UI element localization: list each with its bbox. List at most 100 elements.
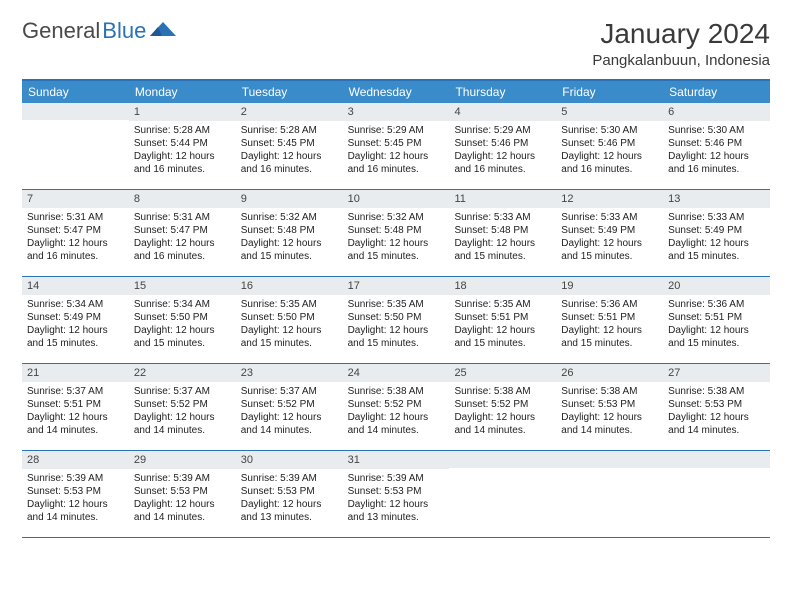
sunset-line: Sunset: 5:53 PM [241,485,338,498]
calendar-cell: 28Sunrise: 5:39 AMSunset: 5:53 PMDayligh… [22,451,129,537]
day-body: Sunrise: 5:29 AMSunset: 5:45 PMDaylight:… [343,121,450,182]
sunset-line: Sunset: 5:46 PM [668,137,765,150]
sunset-line: Sunset: 5:51 PM [454,311,551,324]
sunrise-line: Sunrise: 5:32 AM [348,211,445,224]
sunrise-line: Sunrise: 5:32 AM [241,211,338,224]
sunset-line: Sunset: 5:50 PM [241,311,338,324]
sunset-line: Sunset: 5:53 PM [561,398,658,411]
day-body: Sunrise: 5:39 AMSunset: 5:53 PMDaylight:… [343,469,450,530]
day-body: Sunrise: 5:35 AMSunset: 5:50 PMDaylight:… [343,295,450,356]
logo-text-blue: Blue [102,18,146,44]
sunrise-line: Sunrise: 5:29 AM [454,124,551,137]
daylight-line: Daylight: 12 hours and 15 minutes. [241,324,338,350]
day-body: Sunrise: 5:28 AMSunset: 5:45 PMDaylight:… [236,121,343,182]
daylight-line: Daylight: 12 hours and 14 minutes. [668,411,765,437]
sunset-line: Sunset: 5:51 PM [668,311,765,324]
month-title: January 2024 [592,18,770,50]
calendar-cell: 25Sunrise: 5:38 AMSunset: 5:52 PMDayligh… [449,364,556,450]
calendar-cell [556,451,663,537]
day-number: 20 [663,277,770,295]
daylight-line: Daylight: 12 hours and 16 minutes. [454,150,551,176]
sunset-line: Sunset: 5:53 PM [668,398,765,411]
logo: GeneralBlue [22,18,176,44]
sunset-line: Sunset: 5:49 PM [561,224,658,237]
calendar-cell: 9 Sunrise: 5:32 AMSunset: 5:48 PMDaylight… [236,190,343,276]
sunset-line: Sunset: 5:53 PM [27,485,124,498]
calendar-cell: 19Sunrise: 5:36 AMSunset: 5:51 PMDayligh… [556,277,663,363]
sunrise-line: Sunrise: 5:37 AM [134,385,231,398]
logo-text-general: General [22,18,100,44]
calendar-cell: 27Sunrise: 5:38 AMSunset: 5:53 PMDayligh… [663,364,770,450]
calendar-week: 7Sunrise: 5:31 AMSunset: 5:47 PMDaylight… [22,190,770,277]
daylight-line: Daylight: 12 hours and 15 minutes. [27,324,124,350]
day-body: Sunrise: 5:38 AMSunset: 5:53 PMDaylight:… [556,382,663,443]
day-number: 29 [129,451,236,469]
daylight-line: Daylight: 12 hours and 15 minutes. [454,237,551,263]
calendar-cell [663,451,770,537]
day-number: 9 [236,190,343,208]
daylight-line: Daylight: 12 hours and 15 minutes. [134,324,231,350]
sunrise-line: Sunrise: 5:30 AM [561,124,658,137]
sunset-line: Sunset: 5:46 PM [454,137,551,150]
day-number [663,451,770,468]
sunset-line: Sunset: 5:50 PM [134,311,231,324]
sunrise-line: Sunrise: 5:37 AM [27,385,124,398]
sunset-line: Sunset: 5:48 PM [348,224,445,237]
calendar-cell: 14Sunrise: 5:34 AMSunset: 5:49 PMDayligh… [22,277,129,363]
sunset-line: Sunset: 5:49 PM [668,224,765,237]
day-number: 22 [129,364,236,382]
day-number: 18 [449,277,556,295]
sunrise-line: Sunrise: 5:28 AM [134,124,231,137]
day-body: Sunrise: 5:38 AMSunset: 5:52 PMDaylight:… [343,382,450,443]
sunrise-line: Sunrise: 5:28 AM [241,124,338,137]
day-number: 8 [129,190,236,208]
calendar-cell: 11Sunrise: 5:33 AMSunset: 5:48 PMDayligh… [449,190,556,276]
daylight-line: Daylight: 12 hours and 14 minutes. [454,411,551,437]
day-number: 15 [129,277,236,295]
day-of-week-row: SundayMondayTuesdayWednesdayThursdayFrid… [22,81,770,103]
sunset-line: Sunset: 5:45 PM [348,137,445,150]
day-body: Sunrise: 5:37 AMSunset: 5:52 PMDaylight:… [129,382,236,443]
sunset-line: Sunset: 5:45 PM [241,137,338,150]
daylight-line: Daylight: 12 hours and 14 minutes. [348,411,445,437]
day-body: Sunrise: 5:36 AMSunset: 5:51 PMDaylight:… [663,295,770,356]
sunrise-line: Sunrise: 5:33 AM [668,211,765,224]
logo-shape-icon [150,18,176,44]
day-number: 5 [556,103,663,121]
calendar-cell: 16Sunrise: 5:35 AMSunset: 5:50 PMDayligh… [236,277,343,363]
calendar-cell: 24Sunrise: 5:38 AMSunset: 5:52 PMDayligh… [343,364,450,450]
daylight-line: Daylight: 12 hours and 13 minutes. [241,498,338,524]
calendar-cell: 5Sunrise: 5:30 AMSunset: 5:46 PMDaylight… [556,103,663,189]
daylight-line: Daylight: 12 hours and 15 minutes. [241,237,338,263]
daylight-line: Daylight: 12 hours and 13 minutes. [348,498,445,524]
location: Pangkalanbuun, Indonesia [592,52,770,69]
day-number: 30 [236,451,343,469]
day-number: 27 [663,364,770,382]
calendar: SundayMondayTuesdayWednesdayThursdayFrid… [22,79,770,538]
calendar-cell [22,103,129,189]
day-number: 3 [343,103,450,121]
sunrise-line: Sunrise: 5:35 AM [454,298,551,311]
day-body: Sunrise: 5:30 AMSunset: 5:46 PMDaylight:… [556,121,663,182]
daylight-line: Daylight: 12 hours and 15 minutes. [348,237,445,263]
calendar-cell: 10Sunrise: 5:32 AMSunset: 5:48 PMDayligh… [343,190,450,276]
calendar-week: 21Sunrise: 5:37 AMSunset: 5:51 PMDayligh… [22,364,770,451]
sunrise-line: Sunrise: 5:34 AM [134,298,231,311]
day-body: Sunrise: 5:30 AMSunset: 5:46 PMDaylight:… [663,121,770,182]
title-block: January 2024 Pangkalanbuun, Indonesia [592,18,770,69]
sunset-line: Sunset: 5:48 PM [241,224,338,237]
day-number: 14 [22,277,129,295]
calendar-cell: 1Sunrise: 5:28 AMSunset: 5:44 PMDaylight… [129,103,236,189]
calendar-cell: 8Sunrise: 5:31 AMSunset: 5:47 PMDaylight… [129,190,236,276]
sunset-line: Sunset: 5:51 PM [27,398,124,411]
sunrise-line: Sunrise: 5:35 AM [241,298,338,311]
header: GeneralBlue January 2024 Pangkalanbuun, … [22,18,770,69]
sunset-line: Sunset: 5:53 PM [134,485,231,498]
calendar-cell: 17Sunrise: 5:35 AMSunset: 5:50 PMDayligh… [343,277,450,363]
sunrise-line: Sunrise: 5:38 AM [348,385,445,398]
calendar-cell: 18Sunrise: 5:35 AMSunset: 5:51 PMDayligh… [449,277,556,363]
sunset-line: Sunset: 5:46 PM [561,137,658,150]
day-body: Sunrise: 5:31 AMSunset: 5:47 PMDaylight:… [22,208,129,269]
day-number: 19 [556,277,663,295]
calendar-cell: 22Sunrise: 5:37 AMSunset: 5:52 PMDayligh… [129,364,236,450]
